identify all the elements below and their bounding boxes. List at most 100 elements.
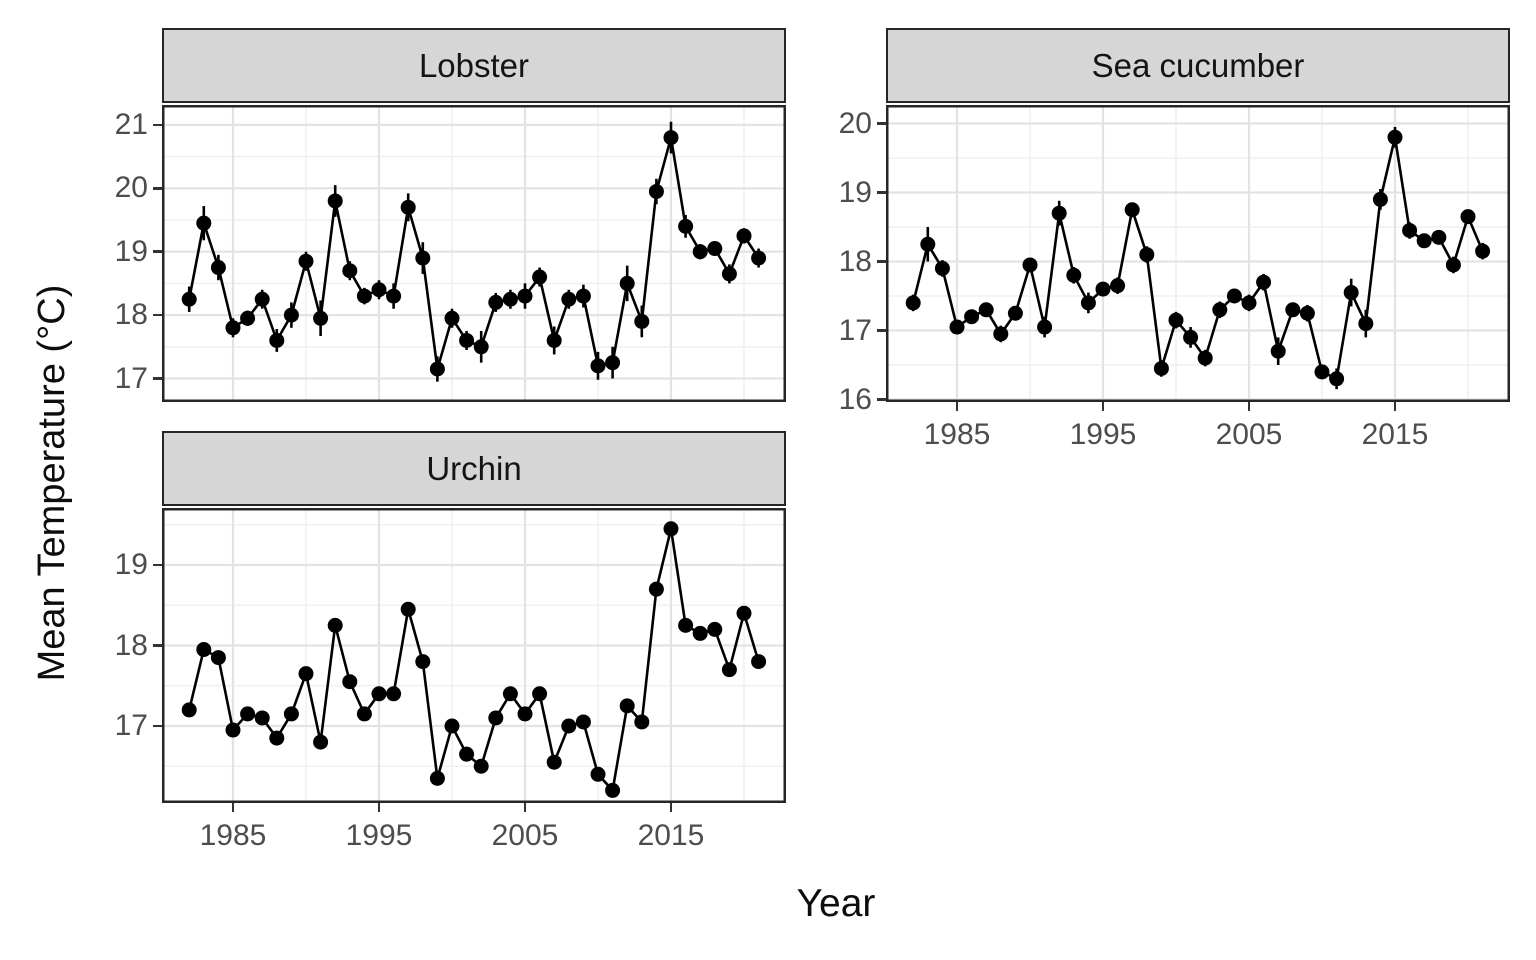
data-point [678, 617, 694, 633]
x-tick-label: 1995 [345, 819, 413, 852]
data-point [964, 309, 980, 325]
x-tick-label: 1995 [1069, 418, 1137, 451]
y-tick-mark [877, 191, 886, 194]
data-point [1226, 288, 1242, 304]
data-point [1270, 343, 1286, 359]
data-point [444, 310, 460, 326]
data-point [736, 605, 752, 621]
x-tick-label: 2005 [491, 819, 559, 852]
data-point [459, 746, 475, 762]
data-point [1197, 350, 1213, 366]
y-tick-mark [153, 724, 162, 728]
y-tick-mark [153, 313, 162, 317]
data-point [488, 710, 504, 726]
data-point [736, 228, 752, 244]
data-point [1285, 302, 1301, 318]
data-point [327, 193, 343, 209]
data-point [502, 291, 518, 307]
y-tick-label: 20 [114, 171, 148, 205]
data-point [648, 183, 664, 199]
data-point [721, 662, 737, 678]
data-point [298, 666, 314, 682]
data-point [1402, 222, 1418, 238]
data-point [313, 310, 329, 326]
data-point [429, 361, 445, 377]
data-point [1256, 274, 1272, 290]
data-point [517, 706, 533, 722]
facet-label-sea-cucumber: Sea cucumber [1091, 46, 1305, 84]
data-point [517, 288, 533, 304]
data-point [356, 706, 372, 722]
facet-strip-urchin: Urchin [162, 431, 786, 506]
y-tick-mark [877, 398, 886, 401]
panel-border [886, 105, 1510, 402]
data-point [1431, 229, 1447, 245]
data-point [1416, 233, 1432, 249]
data-point [590, 358, 606, 374]
x-tick-mark [1101, 402, 1105, 411]
data-point [181, 291, 197, 307]
y-tick-label: 17 [114, 709, 148, 742]
x-tick-label: 2015 [637, 819, 705, 852]
data-point [905, 295, 921, 311]
data-point [1183, 329, 1199, 345]
data-point [1051, 205, 1067, 221]
data-point [1329, 371, 1345, 387]
data-point [1299, 305, 1315, 321]
data-point [634, 714, 650, 730]
data-point [1066, 267, 1082, 283]
data-point [1241, 295, 1257, 311]
data-line [187, 528, 760, 794]
data-point [225, 320, 241, 336]
data-point [751, 654, 767, 670]
x-tick-mark [1247, 402, 1251, 411]
facet-label-urchin: Urchin [426, 449, 522, 487]
data-point [313, 734, 329, 750]
data-point [1387, 129, 1403, 145]
data-point [386, 686, 402, 702]
facet-strip-lobster: Lobster [162, 28, 786, 103]
data-point [1007, 305, 1023, 321]
data-point [532, 269, 548, 285]
data-point [1212, 302, 1228, 318]
data-point [978, 302, 994, 318]
y-tick-mark [153, 250, 162, 253]
data-point [356, 288, 372, 304]
data-point [342, 263, 358, 279]
y-tick-mark [153, 123, 162, 127]
x-tick-mark [955, 402, 959, 411]
data-point [1080, 295, 1096, 311]
x-axis-title: Year [796, 882, 876, 925]
x-tick-label: 1985 [923, 418, 991, 451]
sea-cucumber-panel-plot [886, 105, 1510, 402]
data-line [187, 137, 760, 370]
data-point [663, 130, 679, 146]
data-point [575, 714, 591, 730]
data-point [502, 686, 518, 702]
data-point [269, 730, 285, 746]
y-tick-mark [153, 187, 162, 190]
data-point [934, 260, 950, 276]
data-point [473, 758, 489, 774]
data-point [619, 698, 635, 714]
data-point [1037, 319, 1053, 335]
data-line [911, 137, 1484, 381]
data-point [721, 266, 737, 282]
data-point [269, 332, 285, 348]
data-point [254, 710, 270, 726]
data-point [488, 294, 504, 310]
facet-label-lobster: Lobster [418, 46, 530, 84]
data-point [400, 601, 416, 617]
data-point [1022, 257, 1038, 273]
data-point [692, 244, 708, 260]
y-tick-mark [153, 377, 162, 380]
data-point [575, 288, 591, 304]
y-tick-label: 17 [838, 313, 872, 347]
data-point [1358, 316, 1374, 332]
data-point [546, 754, 562, 770]
y-tick-label: 20 [838, 106, 872, 140]
x-tick-mark [1393, 402, 1397, 411]
y-axis-title: Mean Temperature (°C) [31, 284, 73, 682]
y-tick-mark [877, 260, 886, 263]
data-point [196, 642, 212, 658]
